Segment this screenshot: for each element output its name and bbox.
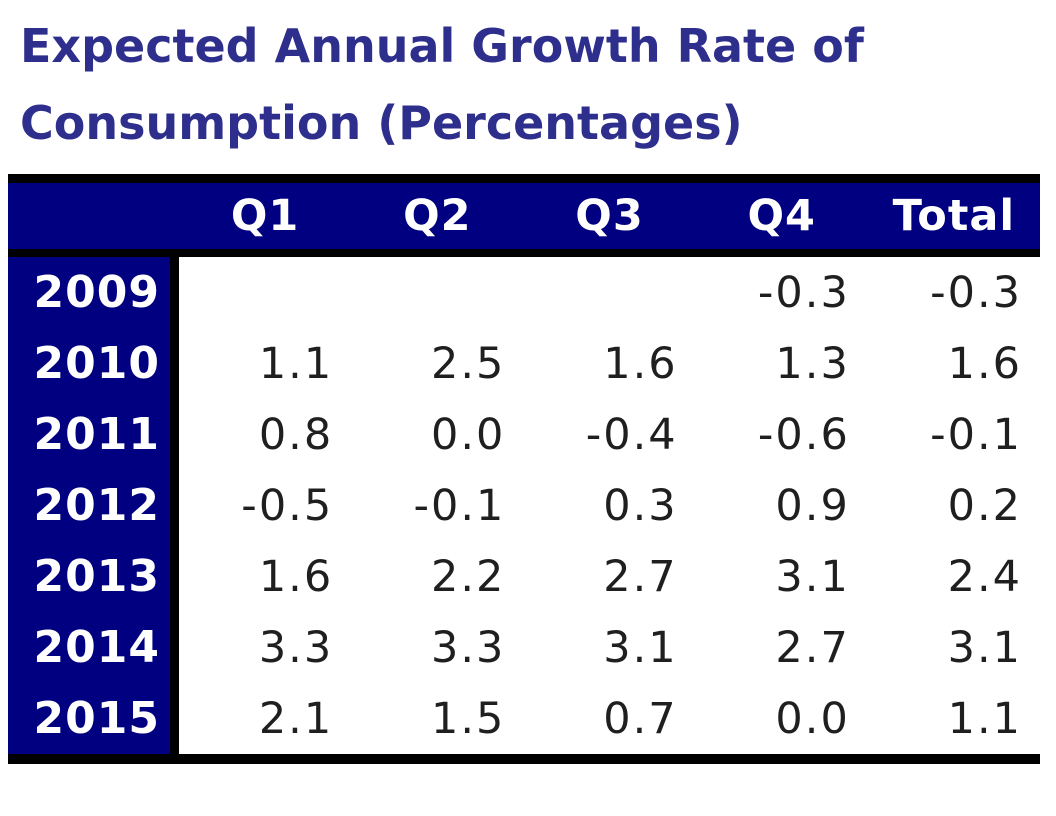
column-header-q4: Q4: [747, 191, 816, 241]
value-cell: 3.3: [431, 622, 506, 673]
value-cell: -0.6: [757, 409, 850, 460]
year-label: 2013: [8, 541, 179, 612]
value-cell: [523, 257, 695, 328]
year-label: 2009: [8, 257, 179, 328]
table-row: 2015 2.1 1.5 0.7 0.0 1.1: [8, 683, 1040, 754]
value-cell: 3.1: [603, 622, 678, 673]
value-cell: -0.3: [930, 267, 1023, 318]
table-row: 2009 -0.3 -0.3: [8, 257, 1040, 328]
value-cell: [179, 257, 351, 328]
value-cell: 2.2: [431, 551, 506, 602]
value-cell: 0.0: [431, 409, 506, 460]
value-cell: 2.5: [431, 338, 506, 389]
year-label: 2015: [8, 683, 179, 754]
value-cell: 2.7: [603, 551, 678, 602]
value-cell: 0.3: [603, 480, 678, 531]
value-cell: -0.1: [930, 409, 1023, 460]
value-cell: 2.7: [775, 622, 850, 673]
page-title-line1: Expected Annual Growth Rate of: [20, 19, 864, 73]
value-cell: -0.1: [413, 480, 506, 531]
value-cell: 3.3: [258, 622, 334, 673]
value-cell: 0.0: [775, 693, 850, 744]
value-cell: 0.2: [947, 480, 1023, 531]
table-row: 2013 1.6 2.2 2.7 3.1 2.4: [8, 541, 1040, 612]
corner-cell: [8, 183, 179, 249]
value-cell: 1.6: [258, 551, 334, 602]
growth-rate-table: Q1 Q2 Q3 Q4 Total 2009 -0.3 -0.3 2010 1.1 2.5 1.6 1…: [8, 174, 1040, 764]
column-header-q2: Q2: [403, 191, 472, 241]
value-cell: -0.4: [585, 409, 678, 460]
value-cell: 0.8: [258, 409, 334, 460]
page-title: Expected Annual Growth Rate of Consumpti…: [20, 8, 864, 162]
table-row: 2011 0.8 0.0 -0.4 -0.6 -0.1: [8, 399, 1040, 470]
table-header-row: Q1 Q2 Q3 Q4 Total: [8, 183, 1040, 257]
table-body: 2009 -0.3 -0.3 2010 1.1 2.5 1.6 1.3 1.6 2011 0.8 0.…: [8, 257, 1040, 754]
table-row: 2014 3.3 3.3 3.1 2.7 3.1: [8, 612, 1040, 683]
column-header-q1: Q1: [230, 191, 300, 241]
year-label: 2011: [8, 399, 179, 470]
value-cell: 1.1: [258, 338, 334, 389]
year-label: 2010: [8, 328, 179, 399]
value-cell: -0.3: [757, 267, 850, 318]
value-cell: 1.1: [947, 693, 1023, 744]
column-header-total: Total: [892, 191, 1016, 241]
year-label: 2014: [8, 612, 179, 683]
value-cell: 2.4: [947, 551, 1023, 602]
value-cell: 1.6: [603, 338, 678, 389]
value-cell: 0.7: [603, 693, 678, 744]
value-cell: 1.6: [947, 338, 1023, 389]
column-header-q3: Q3: [575, 191, 644, 241]
value-cell: 2.1: [258, 693, 334, 744]
value-cell: 1.5: [431, 693, 506, 744]
table-row: 2010 1.1 2.5 1.6 1.3 1.6: [8, 328, 1040, 399]
year-label: 2012: [8, 470, 179, 541]
value-cell: -0.5: [241, 480, 334, 531]
page-title-line2: Consumption (Percentages): [20, 96, 743, 150]
table-row: 2012 -0.5 -0.1 0.3 0.9 0.2: [8, 470, 1040, 541]
value-cell: [351, 257, 523, 328]
value-cell: 3.1: [775, 551, 850, 602]
value-cell: 1.3: [775, 338, 850, 389]
value-cell: 3.1: [947, 622, 1023, 673]
value-cell: 0.9: [775, 480, 850, 531]
